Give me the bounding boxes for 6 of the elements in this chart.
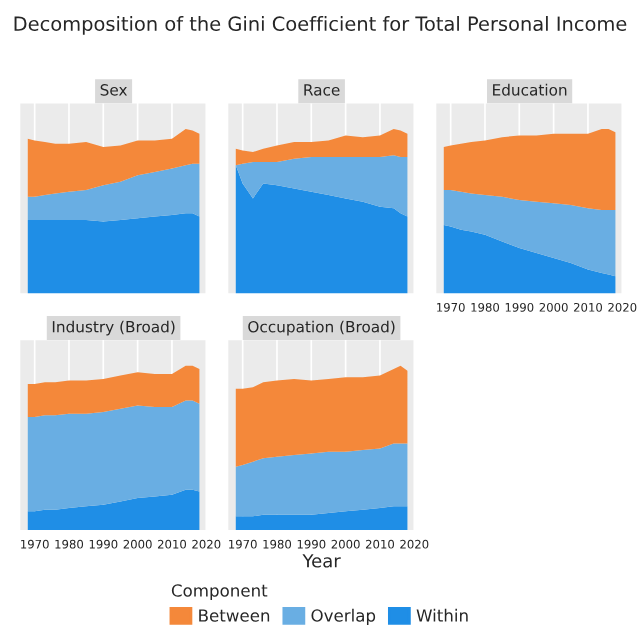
legend-label: Overlap <box>311 608 376 625</box>
x-axis-title: Year <box>302 554 341 568</box>
legend-title: Component <box>171 584 268 601</box>
text: Decomposition of the Gini Coefficient for Total Personal Income <box>14 16 627 35</box>
legend-label: Between <box>199 609 270 622</box>
legend-label: Within <box>416 608 468 622</box>
